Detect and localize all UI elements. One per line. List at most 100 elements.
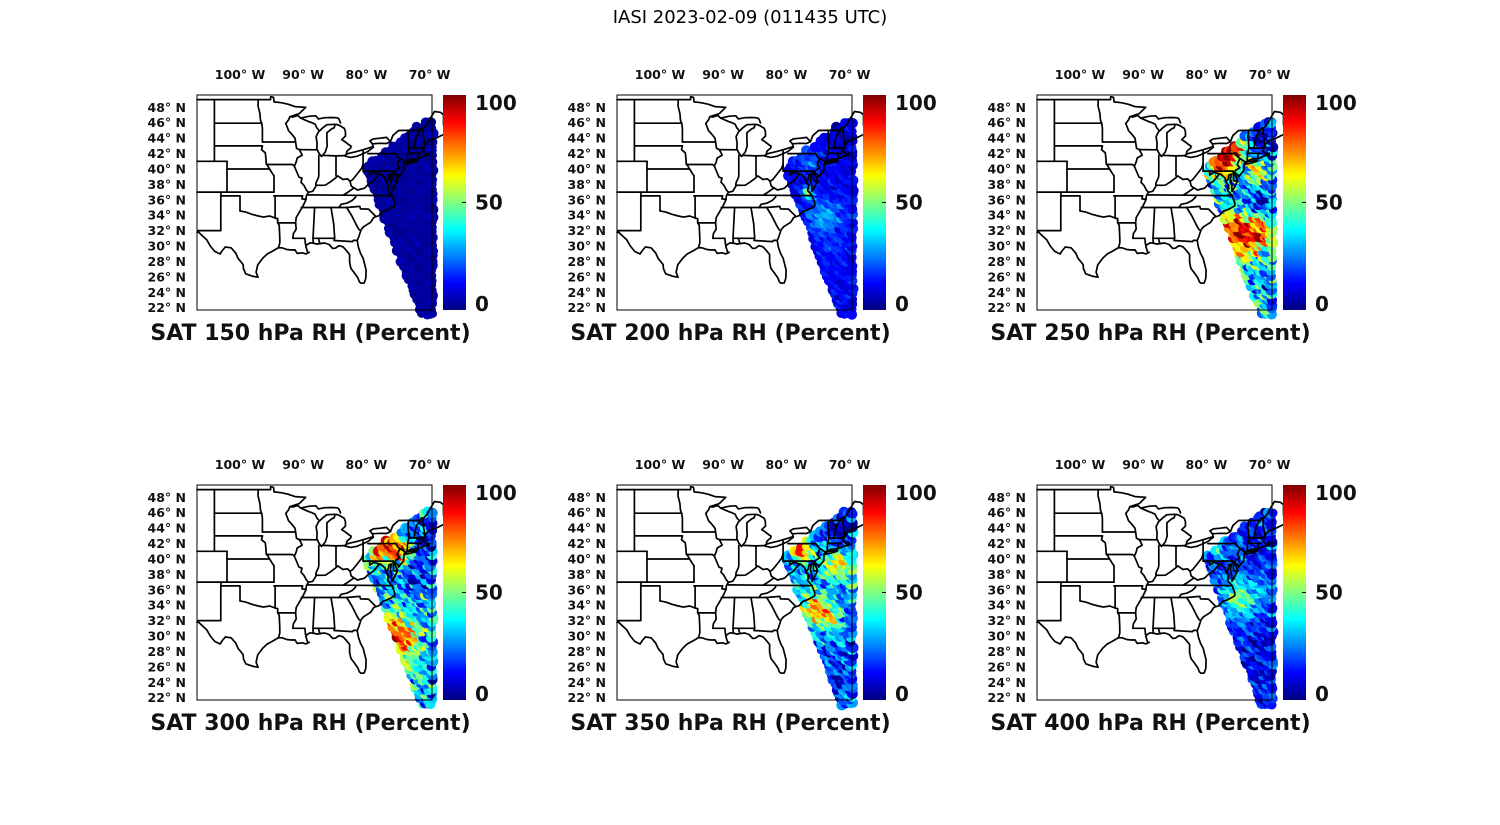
panel-350: 100° W 90° W 80° W 70° W 48° N46° N44° N42° … [568, 457, 937, 736]
basemap-state-boundaries [196, 485, 450, 675]
lat-tick-label: 24° N [568, 285, 606, 300]
panel-title: SAT 200 hPa RH (Percent) [570, 321, 890, 346]
lat-tick-label: 44° N [148, 131, 186, 146]
lat-tick-label: 48° N [988, 490, 1026, 505]
lon-tick-label: 70° W [409, 67, 451, 82]
lat-tick-label: 38° N [148, 177, 186, 192]
lon-tick-label: 90° W [282, 457, 324, 472]
lat-tick-label: 26° N [568, 269, 606, 284]
lat-tick-label: 40° N [568, 162, 606, 177]
lat-tick-label: 46° N [148, 115, 186, 130]
lat-tick-label: 38° N [568, 177, 606, 192]
panel-title: SAT 150 hPa RH (Percent) [150, 321, 470, 346]
colorbar-tick-label: 0 [895, 292, 909, 316]
lat-tick-label: 48° N [148, 100, 186, 115]
figure-title: IASI 2023-02-09 (011435 UTC) [612, 7, 888, 28]
colorbar [1283, 95, 1306, 310]
colorbar-tick-label: 50 [1315, 581, 1343, 605]
lat-tick-label: 24° N [148, 675, 186, 690]
lat-tick-label: 42° N [148, 536, 186, 551]
lat-tick-label: 34° N [988, 208, 1026, 223]
map-frame [196, 484, 433, 701]
basemap-state-boundaries [196, 95, 450, 285]
panel-title: SAT 250 hPa RH (Percent) [990, 321, 1310, 346]
lat-tick-label: 28° N [568, 644, 606, 659]
colorbar-tick-label: 100 [475, 91, 517, 115]
panel-title: SAT 300 hPa RH (Percent) [150, 711, 470, 736]
lat-tick-label: 34° N [568, 598, 606, 613]
colorbar-tick-label: 100 [1315, 91, 1357, 115]
lat-tick-label: 42° N [988, 536, 1026, 551]
lon-tick-label: 100° W [1055, 457, 1106, 472]
colorbar-tick-label: 50 [895, 191, 923, 215]
swath-dots [362, 506, 439, 709]
lat-tick-label: 36° N [148, 582, 186, 597]
lat-tick-label: 30° N [148, 629, 186, 644]
colorbar-tick-label: 100 [895, 91, 937, 115]
lon-tick-label: 80° W [1186, 457, 1228, 472]
swath-dots [1203, 507, 1279, 710]
lat-tick-label: 36° N [568, 582, 606, 597]
lat-tick-label: 32° N [148, 613, 186, 628]
colorbar-tick-label: 0 [1315, 292, 1329, 316]
colorbar-tick-label: 50 [475, 191, 503, 215]
colorbar-tick-label: 0 [1315, 682, 1329, 706]
lat-tick-label: 24° N [988, 675, 1026, 690]
lat-tick-label: 38° N [988, 567, 1026, 582]
lat-tick-label: 38° N [988, 177, 1026, 192]
lat-tick-label: 28° N [148, 254, 186, 269]
colorbar-tick-label: 100 [1315, 481, 1357, 505]
lat-tick-label: 44° N [988, 131, 1026, 146]
colorbar-tick-label: 0 [895, 682, 909, 706]
swath-dots [1203, 117, 1279, 320]
lon-tick-label: 70° W [1249, 67, 1291, 82]
lat-tick-label: 46° N [148, 505, 186, 520]
basemap-state-boundaries [1036, 95, 1290, 285]
lat-tick-label: 32° N [568, 613, 606, 628]
lat-tick-label: 36° N [148, 192, 186, 207]
lat-tick-label: 30° N [988, 239, 1026, 254]
lat-tick-label: 28° N [988, 644, 1026, 659]
colorbar [443, 485, 466, 700]
colorbar [863, 95, 886, 310]
map-frame [616, 94, 853, 311]
swath-dots [362, 117, 439, 320]
lat-tick-label: 36° N [568, 192, 606, 207]
lat-tick-label: 44° N [148, 521, 186, 536]
lat-tick-label: 44° N [568, 521, 606, 536]
basemap-state-boundaries [616, 485, 870, 675]
lon-tick-label: 70° W [829, 67, 871, 82]
basemap-state-boundaries [1036, 485, 1290, 675]
lat-tick-label: 40° N [988, 552, 1026, 567]
lat-tick-label: 46° N [988, 115, 1026, 130]
lon-tick-label: 100° W [635, 67, 686, 82]
lat-tick-label: 48° N [148, 490, 186, 505]
lat-tick-label: 42° N [568, 146, 606, 161]
basemap-state-boundaries [616, 95, 870, 285]
colorbar-tick-label: 50 [1315, 191, 1343, 215]
lon-tick-label: 100° W [1055, 67, 1106, 82]
lon-tick-label: 80° W [766, 67, 808, 82]
lat-tick-label: 48° N [988, 100, 1026, 115]
lat-tick-label: 26° N [568, 659, 606, 674]
lon-tick-label: 90° W [282, 67, 324, 82]
lat-tick-label: 22° N [988, 690, 1026, 705]
lat-tick-label: 22° N [988, 300, 1026, 315]
lon-tick-label: 70° W [829, 457, 871, 472]
colorbar-tick-label: 0 [475, 292, 489, 316]
panel-250: 100° W 90° W 80° W 70° W 48° N46° N44° N42° … [988, 67, 1357, 346]
lat-tick-label: 42° N [988, 146, 1026, 161]
panel-title: SAT 400 hPa RH (Percent) [990, 711, 1310, 736]
lat-tick-label: 24° N [988, 285, 1026, 300]
lat-tick-label: 40° N [148, 162, 186, 177]
lat-tick-label: 38° N [568, 567, 606, 582]
lon-tick-label: 100° W [635, 457, 686, 472]
lon-tick-label: 90° W [1122, 67, 1164, 82]
lat-tick-label: 24° N [148, 285, 186, 300]
lat-tick-label: 32° N [988, 613, 1026, 628]
panel-300: 100° W 90° W 80° W 70° W 48° N46° N44° N42° … [148, 457, 517, 736]
lon-tick-label: 100° W [215, 457, 266, 472]
panel-150: 100° W 90° W 80° W 70° W 48° N46° N44° N42° … [148, 67, 517, 346]
